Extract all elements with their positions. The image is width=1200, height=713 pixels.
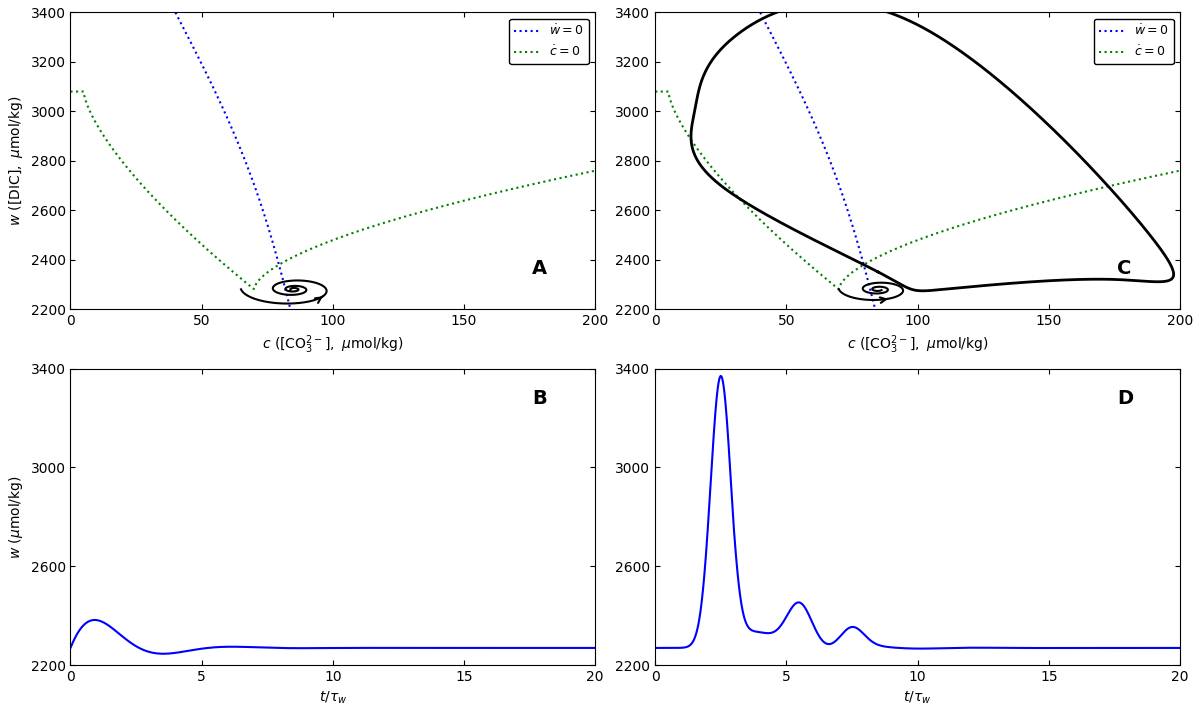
Text: B: B bbox=[533, 389, 547, 408]
X-axis label: $c\ ([\mathrm{CO}_3^{2-}],\ \mu\mathrm{mol/kg})$: $c\ ([\mathrm{CO}_3^{2-}],\ \mu\mathrm{m… bbox=[847, 334, 989, 356]
X-axis label: $t/\tau_w$: $t/\tau_w$ bbox=[904, 689, 932, 706]
Text: D: D bbox=[1117, 389, 1133, 408]
X-axis label: $t/\tau_w$: $t/\tau_w$ bbox=[319, 689, 347, 706]
Y-axis label: $w\ ([\mathrm{DIC}],\ \mu\mathrm{mol/kg})$: $w\ ([\mathrm{DIC}],\ \mu\mathrm{mol/kg}… bbox=[7, 96, 25, 226]
Legend: $\dot{w} = 0$, $\dot{c} = 0$: $\dot{w} = 0$, $\dot{c} = 0$ bbox=[1094, 19, 1174, 64]
Text: C: C bbox=[1117, 259, 1132, 277]
Y-axis label: $w\ (\mu\mathrm{mol/kg})$: $w\ (\mu\mathrm{mol/kg})$ bbox=[7, 475, 25, 559]
X-axis label: $c\ ([\mathrm{CO}_3^{2-}],\ \mu\mathrm{mol/kg})$: $c\ ([\mathrm{CO}_3^{2-}],\ \mu\mathrm{m… bbox=[262, 334, 403, 356]
Text: A: A bbox=[533, 259, 547, 277]
Legend: $\dot{w} = 0$, $\dot{c} = 0$: $\dot{w} = 0$, $\dot{c} = 0$ bbox=[509, 19, 589, 64]
